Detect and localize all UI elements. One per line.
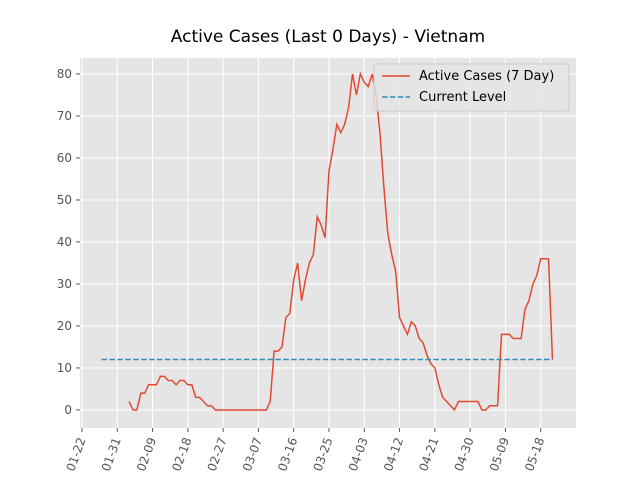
x-tick-label: 04-21 — [416, 436, 441, 474]
legend-label: Active Cases (7 Day) — [419, 69, 554, 84]
chart-title: Active Cases (Last 0 Days) - Vietnam — [171, 27, 485, 47]
x-tick-label: 02-18 — [169, 436, 194, 474]
y-tick-label: 40 — [57, 235, 72, 249]
x-tick-label: 01-22 — [63, 436, 88, 474]
legend-label: Current Level — [419, 90, 506, 105]
x-tick-label: 02-27 — [205, 436, 230, 474]
y-tick-label: 80 — [57, 67, 72, 81]
y-tick-label: 50 — [57, 193, 72, 207]
x-tick-label: 04-12 — [381, 436, 406, 474]
y-tick-label: 20 — [57, 319, 72, 333]
x-tick-label: 03-25 — [310, 436, 335, 474]
data-line — [128, 71, 554, 412]
x-tick-label: 05-18 — [522, 436, 547, 474]
plot-area — [80, 58, 576, 428]
x-tick-label: 03-07 — [240, 436, 265, 474]
x-tick-label: 01-31 — [99, 436, 124, 474]
y-tick-label: 0 — [64, 403, 72, 417]
x-tick-label: 05-09 — [487, 436, 512, 474]
x-tick-label: 03-16 — [275, 436, 300, 474]
y-tick-label: 70 — [57, 109, 72, 123]
y-tick-label: 60 — [57, 151, 72, 165]
x-tick-label: 04-03 — [346, 436, 371, 474]
x-tick-label: 04-30 — [452, 436, 477, 474]
y-tick-label: 30 — [57, 277, 72, 291]
y-tick-label: 10 — [57, 361, 72, 375]
x-tick-label: 02-09 — [134, 436, 159, 474]
legend-box — [373, 63, 570, 112]
